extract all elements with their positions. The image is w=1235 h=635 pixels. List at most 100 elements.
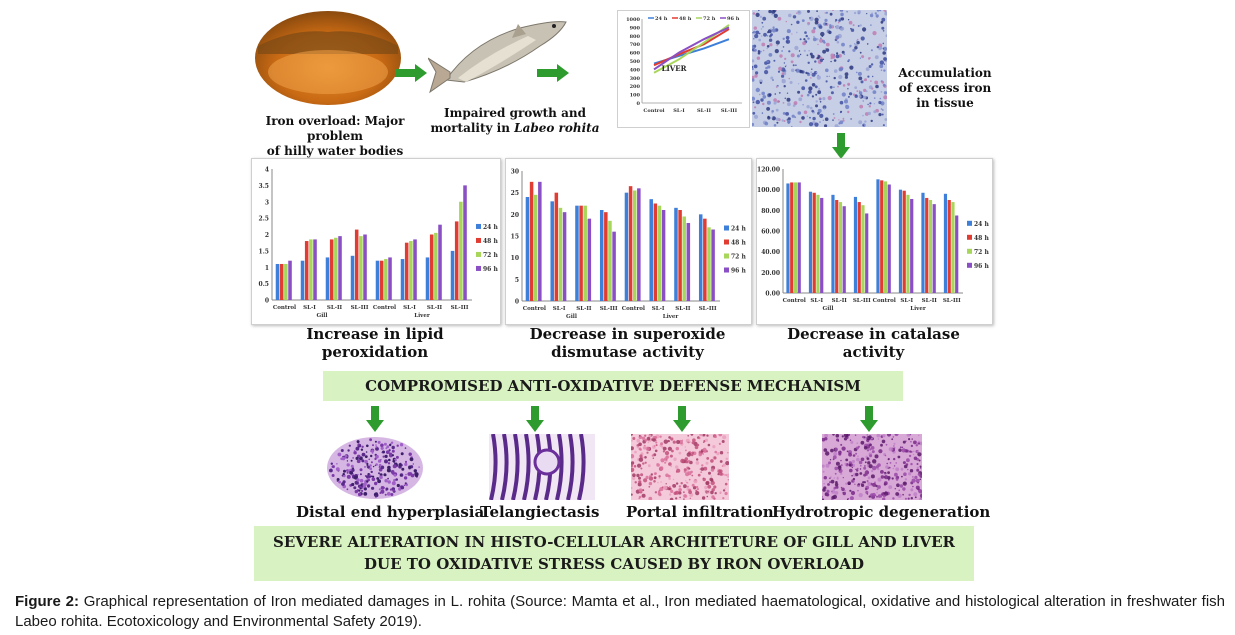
tissue-cell [869,102,872,105]
tissue-cell [762,95,767,99]
tissue-cell [799,69,803,74]
tissue-cell [835,18,838,22]
hyperplasia-cell [400,485,405,490]
hyperplasia-cell [350,468,355,472]
tissue-cell [761,112,764,114]
bar [329,239,334,300]
tissue-cell [753,30,756,34]
hyperplasia-cell [367,465,370,469]
x-tick-label: Control [523,306,546,312]
degeneration-cell [864,487,868,491]
portal-cell [638,488,643,493]
degeneration-cell [910,462,913,466]
hyperplasia-cell [357,492,362,497]
tissue-cell [768,10,772,14]
hyperplasia-cell [380,486,385,490]
tissue-cell [868,85,873,89]
portal-cell [636,438,640,443]
hyperplasia-cell [392,489,395,492]
bar [304,241,309,300]
legend-label: 48 h [974,235,989,242]
tissue-cell [817,43,819,46]
tissue-cell [881,17,886,22]
bar [910,198,914,293]
tissue-cell [867,103,869,106]
x-tick-label: Control [873,298,896,304]
degeneration-cell [866,449,870,452]
legend-swatch [967,220,972,226]
degeneration-cell [913,456,918,461]
x-tick-label: SL-III [721,108,738,114]
hyperplasia-cell [358,489,361,492]
hyperplasia-cell [369,474,372,476]
portal-cell [643,478,648,483]
portal-cell [721,440,725,443]
degeneration-cell [849,489,852,492]
right-arrow-icon [395,64,427,86]
portal-cell [669,493,672,496]
tissue-cell [814,85,818,89]
degeneration-cell [859,468,862,470]
degeneration-cell [910,489,913,492]
portal-cell [717,473,720,476]
hyperplasia-cell [369,438,372,442]
tissue-cell [818,25,823,29]
degeneration-cell [863,446,868,450]
portal-cell [678,491,682,495]
degeneration-cell [851,466,853,469]
tissue-cell [832,10,834,11]
hyperplasia-cell [399,474,402,477]
degeneration-cell [918,490,923,494]
tissue-cell [814,60,817,63]
tissue-cell [779,54,783,58]
bar [943,193,948,293]
tissue-cell [882,46,887,51]
down-arrow-icon [673,406,691,436]
tissue-cell [804,79,808,82]
tissue-cell [859,24,862,27]
figure-caption-label: Figure 2: [15,593,79,610]
portal-cell [678,451,682,455]
tissue-cell [797,90,801,94]
bar [786,183,790,293]
iron-tissue-image [752,10,887,127]
bar [354,229,359,300]
tissue-cell [796,54,800,58]
tissue-cell [816,38,819,41]
tissue-cell [776,121,779,124]
portal-cell [692,486,697,490]
bar [853,196,858,293]
portal-cell [651,454,655,457]
bar [313,239,317,300]
tissue-cell [830,60,832,63]
degeneration-cell [823,448,828,452]
hyperplasia-cell [367,479,370,482]
tissue-cell [772,26,775,29]
legend-label: 48 h [483,238,498,245]
tissue-cell [822,105,827,110]
tissue-cell [767,65,771,69]
tissue-cell [860,80,864,84]
portal-cell [724,491,728,496]
tissue-cell [760,98,764,102]
hyperplasia-cell [374,457,377,461]
fish-species-name: Labeo rohita [514,121,600,135]
degeneration-cell [887,467,889,469]
y-tick-label: 15 [511,234,519,241]
degeneration-cell [869,443,872,447]
tissue-cell [878,100,882,105]
tissue-cell [872,31,877,36]
x-tick-label: Control [622,306,645,312]
tissue-cell [825,11,828,14]
bar [674,207,678,301]
telangiectasis-dilation [533,448,561,476]
y-tick-label: 5 [515,277,519,284]
histology-label-telangiectasis: Telangiectasis [480,503,600,521]
tissue-cell [858,76,863,81]
tissue-cell [752,48,756,52]
histology-label-degeneration: Hydrotropic degeneration [772,503,991,521]
hyperplasia-cell [380,459,382,461]
tissue-cell [838,119,840,121]
hyperplasia-cell [389,452,393,456]
degeneration-cell [852,454,856,457]
